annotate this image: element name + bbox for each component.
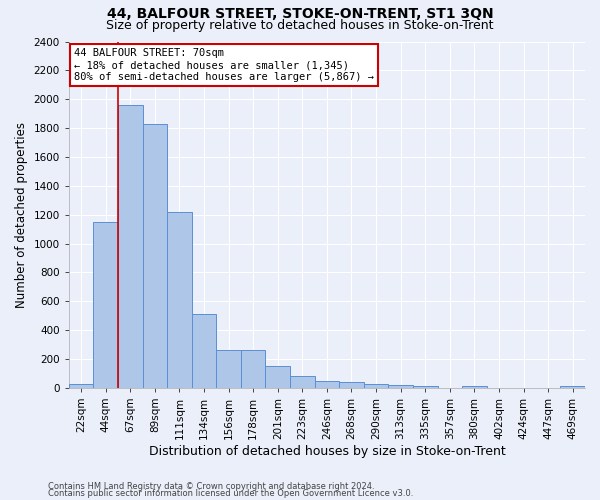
X-axis label: Distribution of detached houses by size in Stoke-on-Trent: Distribution of detached houses by size …	[149, 444, 505, 458]
Text: 44 BALFOUR STREET: 70sqm
← 18% of detached houses are smaller (1,345)
80% of sem: 44 BALFOUR STREET: 70sqm ← 18% of detach…	[74, 48, 374, 82]
Bar	[192, 314, 217, 388]
Text: Size of property relative to detached houses in Stoke-on-Trent: Size of property relative to detached ho…	[106, 19, 494, 32]
Bar	[462, 386, 487, 388]
Text: Contains HM Land Registry data © Crown copyright and database right 2024.: Contains HM Land Registry data © Crown c…	[48, 482, 374, 491]
Bar	[241, 350, 265, 388]
Bar	[413, 386, 437, 388]
Text: Contains public sector information licensed under the Open Government Licence v3: Contains public sector information licen…	[48, 490, 413, 498]
Bar	[339, 382, 364, 388]
Bar	[265, 366, 290, 388]
Text: 44, BALFOUR STREET, STOKE-ON-TRENT, ST1 3QN: 44, BALFOUR STREET, STOKE-ON-TRENT, ST1 …	[107, 8, 493, 22]
Bar	[217, 350, 241, 388]
Bar	[94, 222, 118, 388]
Y-axis label: Number of detached properties: Number of detached properties	[15, 122, 28, 308]
Bar	[167, 212, 192, 388]
Bar	[290, 376, 314, 388]
Bar	[560, 386, 585, 388]
Bar	[364, 384, 388, 388]
Bar	[118, 105, 143, 388]
Bar	[143, 124, 167, 388]
Bar	[69, 384, 94, 388]
Bar	[314, 381, 339, 388]
Bar	[388, 385, 413, 388]
